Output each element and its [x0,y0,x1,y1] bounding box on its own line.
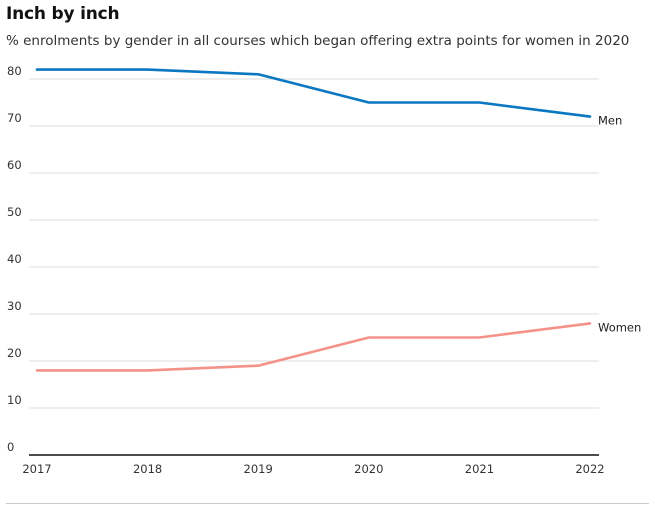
series-label-men: Men [598,114,622,128]
series-end-labels: Men Women [598,114,641,335]
footer-divider [6,503,649,504]
y-axis-tick-labels: 0 10 20 30 40 50 60 70 80 [7,64,22,454]
x-tick-label: 2018 [133,462,162,476]
y-tick-label: 60 [7,158,22,172]
series-label-women: Women [598,320,641,334]
y-tick-label: 10 [7,393,22,407]
y-tick-label: 50 [7,205,22,219]
x-tick-label: 2021 [465,462,494,476]
x-tick-label: 2019 [244,462,273,476]
y-tick-label: 40 [7,252,22,266]
x-tick-label: 2017 [22,462,51,476]
y-tick-label: 30 [7,299,22,313]
series-lines [35,68,592,372]
y-tick-label: 70 [7,111,22,125]
y-tick-label: 80 [7,64,22,78]
gridlines [29,78,599,456]
series-line-women [35,322,592,372]
y-tick-label: 20 [7,346,22,360]
chart-title: Inch by inch [6,4,120,24]
x-tick-label: 2022 [575,462,604,476]
x-tick-label: 2020 [354,462,383,476]
y-tick-label: 0 [7,440,14,454]
series-line-men [35,68,592,118]
chart-subtitle: % enrolments by gender in all courses wh… [6,33,630,49]
x-axis-tick-labels: 2017 2018 2019 2020 2021 2022 [22,462,604,476]
